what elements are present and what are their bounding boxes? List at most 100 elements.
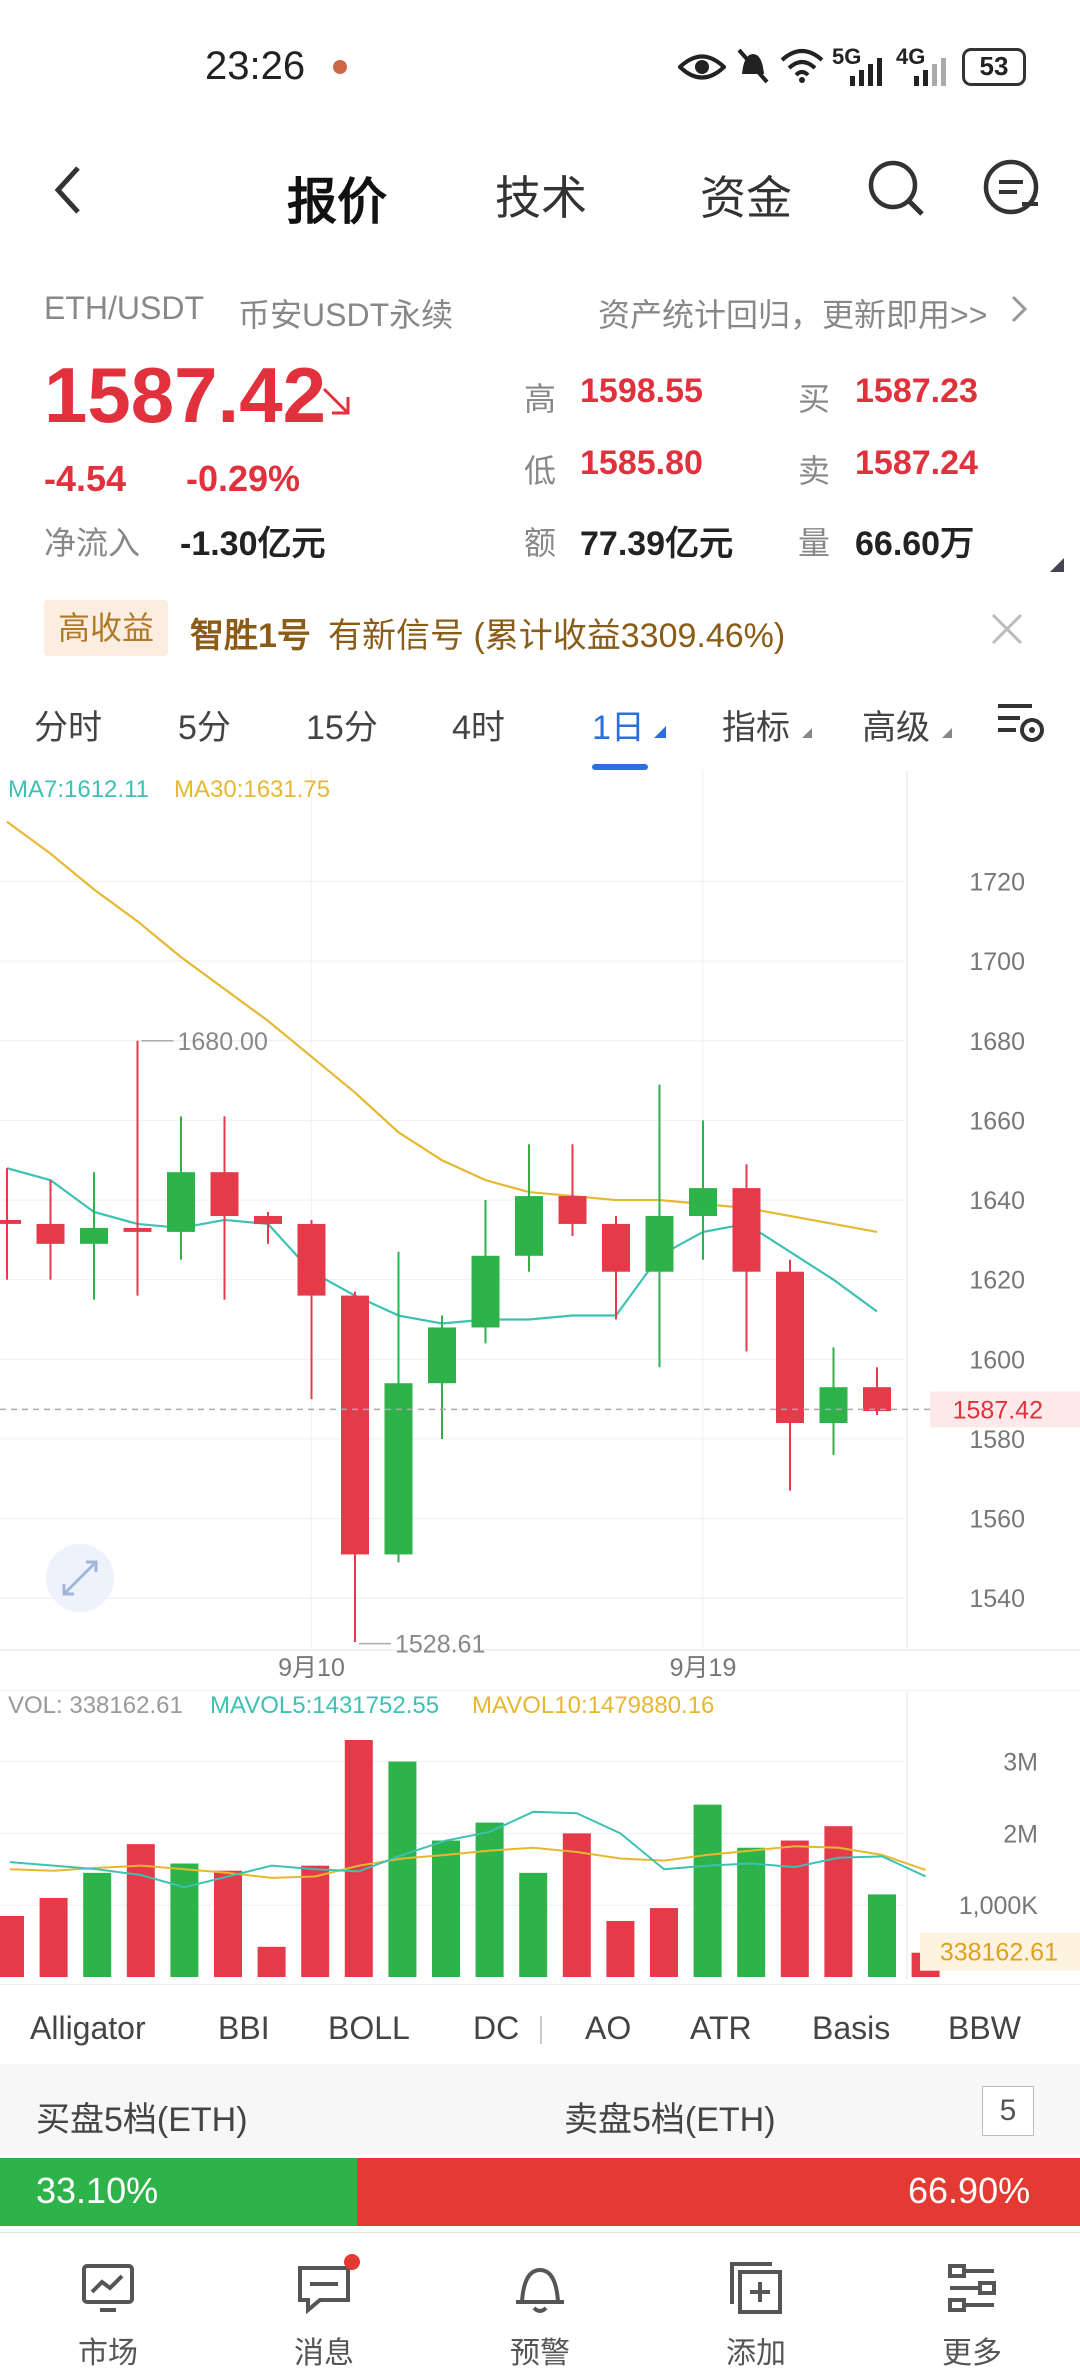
y-tick-label: 1580 [969, 1426, 1025, 1454]
mavol10-line [9, 1845, 926, 1879]
sell-ratio-bar [357, 2158, 1080, 2226]
vol-legend: VOL: 338162.61 [8, 1692, 183, 1719]
close-icon[interactable] [990, 612, 1024, 646]
interval-timeshare[interactable]: 分时 [34, 709, 102, 747]
add-icon [730, 2262, 782, 2314]
nav-market[interactable]: 市场 [0, 2240, 216, 2376]
indicator-alligator[interactable]: Alligator [30, 2010, 146, 2046]
y-tick-label: 1680 [969, 1028, 1025, 1056]
net-inflow-value: -1.30亿元 [180, 525, 326, 563]
eye-icon [678, 54, 726, 80]
vol-tick-label: 1,000K [959, 1892, 1039, 1920]
high-annotation: 1680.00 [178, 1028, 268, 1056]
volume-bar [83, 1872, 112, 1977]
nav-more[interactable]: 更多 [864, 2240, 1080, 2376]
candlestick-chart[interactable]: 1720 1700 1680 1660 1640 1620 1600 1580 1560 1540… [0, 770, 1080, 1690]
volume-bar [475, 1822, 504, 1977]
sell-value: 1587.24 [855, 444, 978, 482]
mute-bell-icon [737, 48, 769, 84]
interval-15m[interactable]: 15分 [306, 709, 378, 747]
signal-4g-icon [914, 58, 946, 86]
volume-bar [0, 1915, 24, 1977]
mavol5-legend: MAVOL5:1431752.55 [210, 1692, 440, 1719]
low-annotation: 1528.61 [395, 1631, 485, 1659]
candle-body [558, 1196, 587, 1224]
volume-label: 量 [798, 525, 831, 561]
volume-bar [519, 1872, 548, 1977]
back-icon[interactable] [50, 162, 86, 218]
y-tick-label: 1720 [969, 868, 1025, 896]
ma7-legend: MA7:1612.11 [8, 776, 149, 803]
volume-bar [737, 1847, 766, 1977]
sell-ratio-label: 66.90% [908, 2170, 1031, 2211]
mavol10-legend: MAVOL10:1479880.16 [472, 1692, 715, 1719]
candle-body [254, 1215, 282, 1224]
ma30-legend: MA30:1631.75 [174, 776, 331, 803]
nav-alerts[interactable]: 预警 [432, 2240, 648, 2376]
tab-quote[interactable]: 报价 [287, 174, 387, 230]
interval-indicators[interactable]: 指标 [722, 709, 790, 747]
indicator-divider [540, 2016, 542, 2044]
volume-bar [170, 1863, 199, 1977]
x-tick-label: 9月19 [670, 1654, 737, 1682]
bell-icon [516, 2267, 564, 2313]
high-yield-tag: 高收益 [44, 600, 169, 656]
indicator-bbi[interactable]: BBI [218, 2010, 270, 2046]
interval-4h[interactable]: 4时 [452, 709, 505, 747]
interval-advanced[interactable]: 高级 [862, 709, 930, 747]
depth-selector[interactable]: 5 [982, 2086, 1034, 2136]
candle-body [471, 1255, 500, 1328]
tab-technical[interactable]: 技术 [495, 172, 587, 224]
chart-settings-icon[interactable] [996, 700, 1046, 744]
message-icon [298, 2266, 350, 2315]
promo-link[interactable]: 资产统计回归，更新即用>> [598, 297, 988, 333]
vol-tick-label: 2M [1003, 1820, 1038, 1848]
nav-messages[interactable]: 消息 [216, 2240, 432, 2376]
more-icon [948, 2264, 996, 2312]
nav-add[interactable]: 添加 [648, 2240, 864, 2376]
interval-1d-caret-icon [654, 726, 666, 738]
candle-body [123, 1227, 152, 1232]
ma30-line [6, 820, 878, 1233]
current-price-tag-bg [930, 1391, 1080, 1428]
indicator-basis[interactable]: Basis [812, 2010, 891, 2046]
candle-body [645, 1215, 674, 1272]
amount-label: 额 [524, 525, 557, 561]
candle-body [80, 1227, 108, 1244]
indicator-bbw[interactable]: BBW [948, 2010, 1021, 2046]
search-icon[interactable] [866, 158, 926, 218]
indicator-dc[interactable]: DC [473, 2010, 520, 2046]
indicator-boll[interactable]: BOLL [328, 2010, 410, 2046]
candle-body [36, 1223, 65, 1244]
volume-bar [562, 1833, 591, 1977]
chevron-right-icon[interactable] [1010, 294, 1028, 324]
y-tick-label: 1700 [969, 948, 1025, 976]
interval-5m[interactable]: 5分 [178, 709, 231, 747]
y-tick-label: 1620 [969, 1267, 1025, 1295]
menu-icon[interactable] [982, 158, 1042, 218]
candle-body [515, 1196, 543, 1256]
volume-bar [257, 1946, 286, 1977]
expand-corner-icon[interactable] [1050, 558, 1064, 572]
buy-ratio-bar [0, 2158, 358, 2226]
sell-label: 卖 [798, 453, 831, 489]
volume-bar [824, 1826, 853, 1977]
nav-messages-label: 消息 [294, 2337, 354, 2370]
tab-funds[interactable]: 资金 [700, 172, 792, 224]
indicator-ao[interactable]: AO [585, 2010, 632, 2046]
price-change: -4.54 [44, 458, 127, 499]
advanced-caret-icon [942, 728, 952, 738]
volume-bar [214, 1870, 242, 1977]
volume-bar [301, 1865, 330, 1977]
volume-chart[interactable]: 3M 2M 1,000K 338162.61 [0, 1690, 1080, 1980]
indicator-atr[interactable]: ATR [690, 2010, 752, 2046]
candle-body [297, 1223, 326, 1296]
mavol5-line [9, 1810, 927, 1889]
interval-1d[interactable]: 1日 [592, 709, 645, 747]
unread-dot [344, 2254, 360, 2270]
volume-bar [126, 1844, 155, 1977]
battery-indicator: 53 [962, 48, 1026, 86]
candle-body [167, 1172, 195, 1232]
y-tick-label: 1600 [969, 1346, 1025, 1374]
candle-body [776, 1271, 804, 1424]
